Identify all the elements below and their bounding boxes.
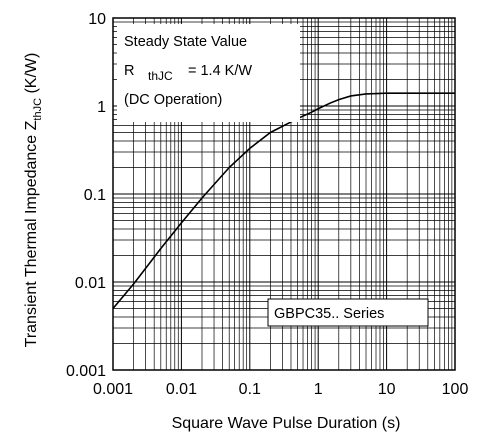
y-axis-label-unit: (K/W) <box>23 53 40 98</box>
series-label-box <box>267 298 429 327</box>
rth-subscript: thJC <box>148 69 173 83</box>
y-axis-label-main: Transient Thermal Impedance Z <box>23 120 40 347</box>
y-tick-label: 0.001 <box>66 363 106 380</box>
steady-state-box <box>117 24 300 122</box>
x-tick-label: 100 <box>442 381 469 398</box>
x-tick-label: 10 <box>378 381 396 398</box>
x-tick-label: 0.01 <box>166 381 197 398</box>
y-tick-label: 0.1 <box>84 187 106 204</box>
x-axis-label: Square Wave Pulse Duration (s) <box>172 415 401 432</box>
x-tick-label: 1 <box>314 381 323 398</box>
rth-value: = 1.4 K/W <box>188 63 252 79</box>
x-tick-label: 0.1 <box>239 381 261 398</box>
x-tick-label: 0.001 <box>93 381 133 398</box>
x-tick-labels: 0.001 0.01 0.1 1 10 100 <box>93 381 468 398</box>
y-tick-label: 1 <box>97 99 106 116</box>
y-tick-label: 0.01 <box>75 275 106 292</box>
y-axis-label: Transient Thermal Impedance ZthJC (K/W) <box>23 53 44 348</box>
steady-state-title: Steady State Value <box>124 34 247 50</box>
series-line <box>112 92 455 310</box>
plot-frame <box>112 17 456 371</box>
y-axis-label-sub: thJC <box>32 98 44 121</box>
operation-label: (DC Operation) <box>124 92 222 108</box>
series-label: GBPC35.. Series <box>274 306 384 322</box>
rth-symbol: R <box>124 63 134 79</box>
y-tick-label: 10 <box>88 11 106 28</box>
y-tick-labels: 0.001 0.01 0.1 1 10 <box>66 11 106 380</box>
